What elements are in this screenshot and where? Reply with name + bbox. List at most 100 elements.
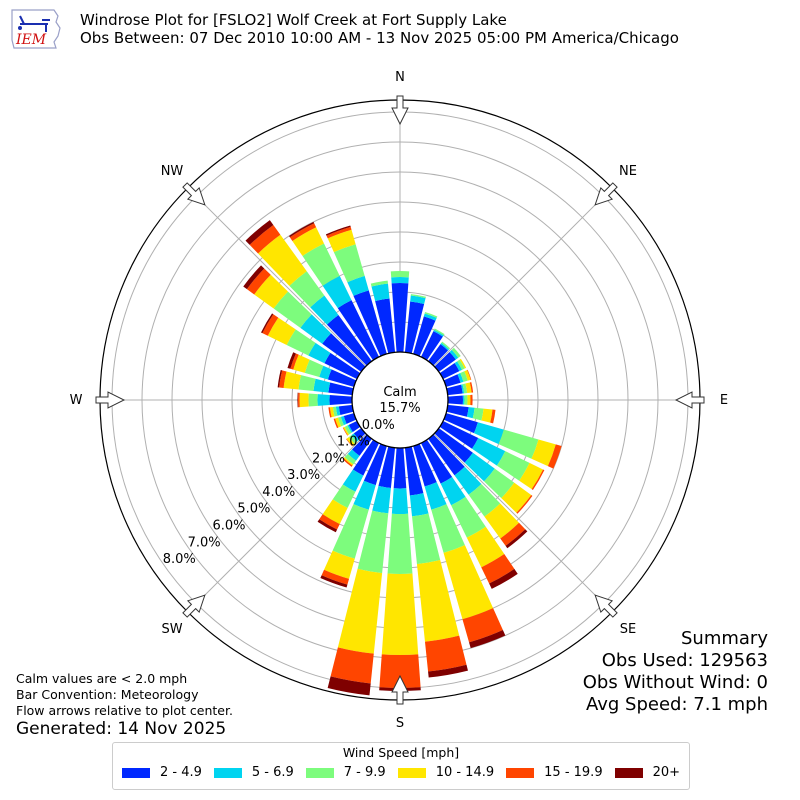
legend-label: 10 - 14.9: [435, 765, 495, 780]
wind-bar-segment: [434, 351, 456, 372]
wind-bar-segment: [410, 295, 426, 304]
wind-bar-segment: [462, 395, 465, 405]
compass-labels: N NE E SE S SW W NW: [70, 70, 729, 731]
wind-bar-segment: [332, 406, 338, 417]
wind-bar-segment: [351, 433, 360, 442]
wind-bar-segment: [328, 407, 332, 418]
wind-bar-segment: [434, 328, 445, 336]
flow-arrow-icon: [594, 594, 618, 618]
radial-tick-label: 2.0%: [312, 451, 345, 466]
wind-bar-segment: [344, 425, 352, 435]
legend: Wind Speed [mph] 2 - 4.9 5 - 6.9 7 - 9.9 10…: [112, 742, 690, 790]
wind-bar-segment: [472, 407, 484, 421]
wind-bar-segment: [441, 341, 451, 350]
legend-item: 10 - 14.9: [397, 765, 495, 780]
wind-bar-segment: [404, 446, 424, 496]
wind-bar-segment: [300, 314, 332, 344]
wind-bar-segment: [347, 275, 369, 296]
wind-bar-segment: [428, 344, 449, 366]
wind-bar-segment: [302, 243, 340, 286]
wind-bar-segment: [505, 529, 528, 549]
wind-bar-segment: [461, 384, 465, 394]
legend-item: 15 - 19.9: [506, 765, 603, 780]
wind-bar-segment: [337, 300, 380, 361]
wind-bar-segment: [337, 416, 344, 427]
wind-bar-segment: [258, 234, 307, 286]
wind-bar-segment: [433, 329, 444, 337]
wind-bar-segment: [327, 676, 371, 696]
wind-bar-segment: [297, 392, 299, 408]
wind-bar-segment: [262, 314, 279, 336]
wind-bar-segment: [531, 469, 545, 490]
wind-bar-segment: [347, 449, 360, 461]
grid-spoke: [433, 187, 613, 367]
wind-bar-segment: [446, 404, 469, 417]
svg-text:IEM: IEM: [15, 32, 47, 48]
legend-title: Wind Speed [mph]: [342, 745, 460, 760]
wind-bar-segment: [327, 369, 357, 387]
wind-bar-segment: [404, 301, 425, 354]
wind-bar-segment: [324, 550, 355, 579]
wind-bar-segment: [371, 283, 390, 302]
wind-bar-segment: [338, 404, 354, 415]
wind-bar-segment: [329, 394, 353, 406]
legend-item: 2 - 4.9: [121, 765, 202, 780]
wind-bar-segment: [289, 271, 325, 308]
wind-bar-segment: [328, 382, 354, 396]
wind-bar-segment: [428, 664, 468, 678]
wind-bar-segment: [391, 283, 409, 353]
wind-bar-segment: [298, 392, 300, 408]
compass-se: SE: [620, 622, 636, 637]
wind-bar-segment: [321, 569, 350, 585]
wind-bar-segment: [293, 354, 310, 373]
wind-bar-segment: [470, 394, 473, 406]
radial-tick-label: 8.0%: [163, 552, 196, 567]
wind-bar-segment: [443, 413, 478, 434]
wind-bar-segment: [451, 496, 486, 538]
wind-bar-segment: [245, 220, 274, 245]
radial-tick-label: 3.0%: [287, 468, 320, 483]
wind-bar-segment: [443, 545, 494, 620]
wind-bar-segment: [516, 494, 533, 514]
radial-tick-label: 5.0%: [237, 502, 270, 517]
wind-bar-segment: [440, 342, 450, 351]
grid-spoke: [187, 433, 367, 613]
wind-bar-segment: [469, 630, 506, 649]
wind-bar-segment: [329, 406, 335, 418]
calm-note: Calm values are < 2.0 mph: [16, 671, 188, 686]
wind-bar-segment: [454, 361, 463, 372]
title-line-2: Obs Between: 07 Dec 2010 10:00 AM - 13 N…: [80, 29, 679, 47]
radial-tick-label: 7.0%: [188, 535, 221, 550]
wind-bar-segment: [472, 438, 506, 466]
legend-swatch: [213, 767, 242, 778]
compass-s: S: [396, 716, 404, 731]
wind-bar-segment: [249, 225, 281, 254]
wind-bar-segment: [348, 420, 361, 432]
wind-bar-segment: [342, 427, 348, 436]
wind-bar-segment: [500, 522, 526, 546]
wind-bar-segment: [447, 395, 464, 405]
wind-bar-segment: [353, 290, 387, 357]
flow-arrow-icon: [182, 594, 206, 618]
wind-bar-segment: [333, 418, 339, 429]
wind-bar-segment: [451, 347, 461, 358]
wind-bar-segment: [299, 392, 309, 408]
flow-arrow-icon: [182, 182, 206, 206]
wind-bar-segment: [434, 428, 473, 463]
wind-bar-segment: [322, 499, 348, 525]
wind-bar-segment: [379, 654, 421, 688]
wind-bar-segment: [332, 484, 356, 508]
flow-arrows: [95, 95, 705, 705]
wind-bar-segment: [378, 446, 396, 489]
wind-bar-segment: [465, 382, 472, 394]
wind-bar-segment: [387, 513, 413, 574]
compass-ne: NE: [619, 164, 637, 179]
wind-bar-segment: [267, 317, 296, 345]
obs-without-wind: Obs Without Wind: 0: [582, 672, 768, 693]
wind-bar-segment: [277, 370, 283, 388]
avg-speed: Avg Speed: 7.1 mph: [586, 694, 768, 715]
chart-notes: Calm values are < 2.0 mph Bar Convention…: [16, 671, 233, 739]
legend-swatch: [121, 767, 150, 778]
legend-label: 5 - 6.9: [251, 765, 294, 780]
